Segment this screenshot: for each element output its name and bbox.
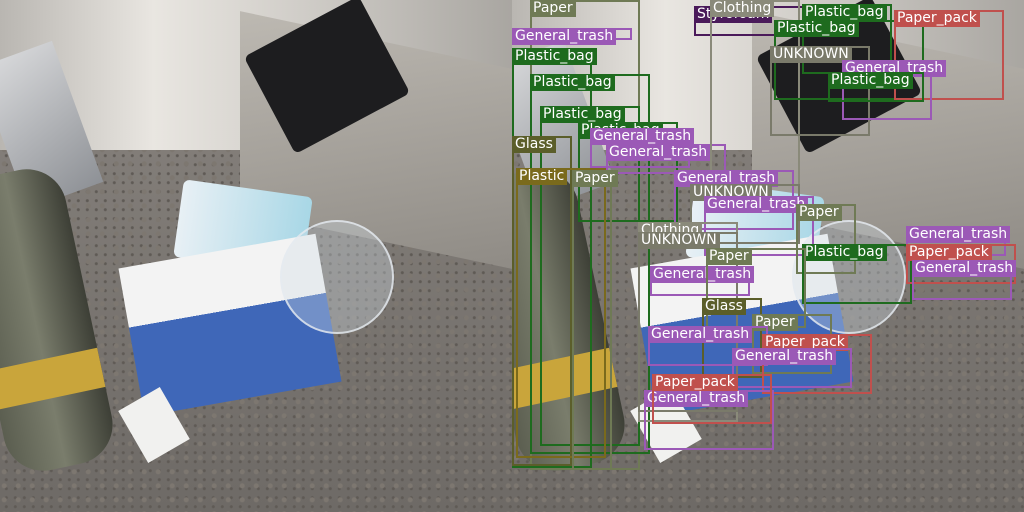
detection-box: UNKNOWN xyxy=(638,232,738,412)
detection-label: Paper_pack xyxy=(762,334,848,351)
detection-box: Plastic xyxy=(516,168,606,458)
detection-label: Paper_pack xyxy=(894,10,980,27)
detection-label: General_trash xyxy=(606,144,711,161)
detection-label: Plastic_bag xyxy=(802,244,887,261)
detection-box: General_trash xyxy=(606,144,726,174)
detection-label: General_trash xyxy=(644,390,749,407)
plastic-cup xyxy=(280,220,394,334)
detection-label: Glass xyxy=(702,298,746,315)
detection-label: UNKNOWN xyxy=(638,232,720,249)
detection-label: Plastic_bag xyxy=(540,106,625,123)
detection-label: General_trash xyxy=(906,226,1011,243)
detection-box: Paper xyxy=(796,204,856,274)
detection-box: General_trash xyxy=(512,28,632,45)
detection-box: General_trash xyxy=(704,196,814,256)
original-photo xyxy=(0,0,512,512)
detection-box: Glass xyxy=(512,136,572,466)
detection-label: Plastic_bag xyxy=(802,4,887,21)
detection-box: Plastic_bag xyxy=(802,244,912,304)
detection-box: Paper_pack xyxy=(762,334,872,394)
detection-box: UNKNOWN xyxy=(770,46,870,136)
detection-box: Plastic_bag xyxy=(530,74,650,454)
detection-label: General_trash xyxy=(512,28,617,45)
detection-box: Paper_pack xyxy=(894,10,1004,100)
annotated-photo: Paper General_trash Plastic_bag Plastic_bag… xyxy=(512,0,1024,512)
detection-box: General_trash xyxy=(912,260,1017,300)
detection-box: Clothing xyxy=(710,0,800,200)
detection-label: Plastic_bag xyxy=(512,48,597,65)
detection-label: Paper_pack xyxy=(652,374,738,391)
detection-label: Paper xyxy=(796,204,842,221)
detection-label: General_trash xyxy=(590,128,695,145)
detection-label: Paper xyxy=(530,0,576,17)
detection-label: Clothing xyxy=(710,0,775,17)
detection-label: General_trash xyxy=(650,266,755,283)
detection-label: Glass xyxy=(512,136,556,153)
post-yellow-band xyxy=(0,347,106,410)
detection-box: Paper xyxy=(572,170,618,470)
detection-box: General_trash xyxy=(590,128,695,168)
detection-label: General_trash xyxy=(648,326,753,343)
detection-label: Paper xyxy=(572,170,618,187)
detection-label: General_trash xyxy=(912,260,1017,277)
detection-label: UNKNOWN xyxy=(770,46,852,63)
detection-box: Paper_pack xyxy=(652,374,772,424)
detection-box: Paper xyxy=(706,248,806,328)
metal-post xyxy=(0,161,120,479)
detection-box: General_trash xyxy=(644,390,774,450)
detection-label: Plastic xyxy=(516,168,568,185)
detection-box: General_trash xyxy=(650,266,755,296)
detection-box: General_trash xyxy=(648,326,768,366)
detection-label: Paper_pack xyxy=(906,244,992,261)
detection-label: Paper xyxy=(706,248,752,265)
detection-label: General_trash xyxy=(674,170,779,187)
detection-label: General_trash xyxy=(704,196,809,213)
detection-label: Plastic_bag xyxy=(774,20,859,37)
detection-box: Paper_pack xyxy=(906,244,1016,284)
detection-label: General_trash xyxy=(732,348,837,365)
detection-box: General_trash xyxy=(732,348,852,388)
detection-box: Plastic_bag xyxy=(828,72,924,102)
detection-label: Plastic_bag xyxy=(828,72,913,89)
detection-label: Plastic_bag xyxy=(530,74,615,91)
